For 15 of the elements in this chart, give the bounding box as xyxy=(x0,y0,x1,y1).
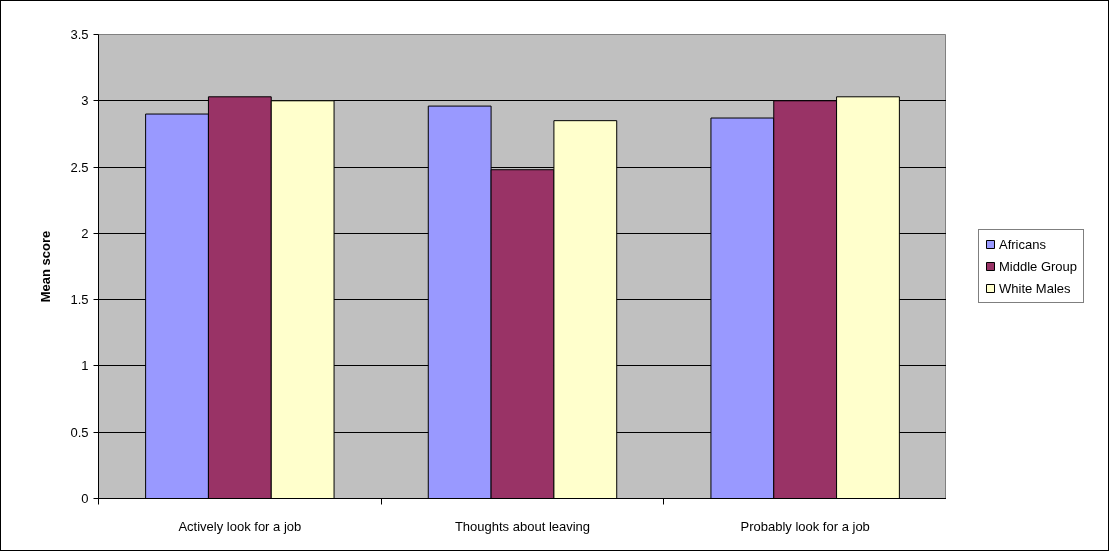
y-tick-label: 3 xyxy=(81,93,89,109)
legend-label: Middle Group xyxy=(999,258,1078,274)
y-tick-label: 0 xyxy=(81,491,89,506)
legend-label: White Males xyxy=(999,280,1071,296)
x-tick-label: Actively look for a job xyxy=(178,518,302,534)
y-tick-label: 3.5 xyxy=(70,27,89,42)
y-tick-label: 1.5 xyxy=(70,292,89,308)
y-tick-label: 0.5 xyxy=(70,424,89,440)
y-axis-title: Mean score xyxy=(38,230,54,303)
x-tick-label: Thoughts about leaving xyxy=(454,518,591,534)
y-tick-label: 2.5 xyxy=(70,159,89,175)
y-tick-label: 2 xyxy=(81,225,89,241)
x-tick-label: Probably look for a job xyxy=(740,518,870,534)
y-tick-label: 1 xyxy=(81,358,89,374)
legend-label: Africans xyxy=(999,236,1046,252)
